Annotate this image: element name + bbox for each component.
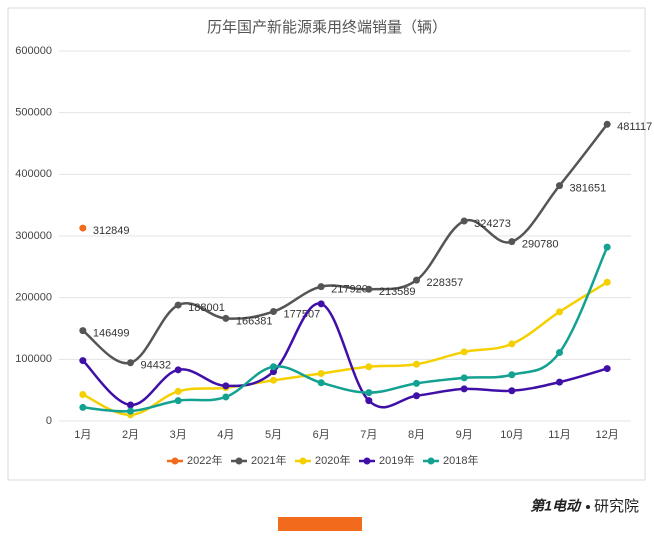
data-point — [270, 363, 277, 371]
data-point — [365, 363, 373, 371]
x-tick-label: 10月 — [500, 429, 523, 441]
data-label: 481117 — [617, 121, 652, 133]
data-label: 188001 — [188, 302, 225, 314]
data-point — [174, 301, 182, 309]
data-point — [603, 120, 611, 128]
orange-tab — [278, 517, 362, 531]
data-point — [270, 368, 277, 376]
plot: 0 100000 200000 300000 400000 500000 600000 1月 2… — [15, 45, 652, 467]
data-point — [556, 308, 563, 316]
data-point — [508, 340, 516, 348]
data-point — [317, 300, 325, 308]
x-tick-label: 5月 — [265, 429, 282, 441]
x-tick-label: 9月 — [456, 429, 473, 441]
y-tick-label: 0 — [46, 415, 52, 427]
data-point — [174, 397, 182, 405]
data-label: 177507 — [284, 308, 321, 320]
y-tick-label: 400000 — [15, 168, 52, 180]
legend-label: 2019年 — [379, 453, 414, 467]
data-point — [603, 365, 611, 373]
data-point — [79, 327, 87, 335]
data-point — [365, 389, 373, 397]
data-point — [460, 385, 468, 393]
data-point — [603, 278, 611, 286]
data-point — [79, 403, 87, 411]
data-point — [556, 182, 563, 190]
x-tick-label: 7月 — [360, 429, 377, 441]
legend-marker — [427, 457, 435, 465]
x-tick-label: 4月 — [217, 429, 234, 441]
data-point — [270, 308, 277, 316]
data-label: 217920 — [331, 284, 368, 296]
x-tick-label: 2月 — [122, 429, 139, 441]
data-point — [222, 382, 230, 390]
y-tick-label: 500000 — [15, 107, 52, 119]
data-point — [365, 397, 373, 405]
data-label: 290780 — [522, 239, 559, 251]
data-point — [508, 387, 516, 395]
brand-dot — [586, 505, 590, 509]
x-tick-label: 12月 — [596, 429, 619, 441]
x-tick-label: 6月 — [313, 429, 330, 441]
x-tick-label: 1月 — [74, 429, 91, 441]
data-point — [270, 376, 277, 384]
data-point — [413, 392, 420, 400]
data-label: 146499 — [93, 328, 130, 340]
data-label: 312849 — [93, 225, 130, 237]
data-point — [127, 407, 134, 415]
brand-suffix: 研究院 — [594, 497, 639, 515]
y-tick-label: 300000 — [15, 230, 52, 242]
chart-frame — [7, 7, 646, 481]
legend-label: 2020年 — [315, 453, 350, 467]
data-point — [222, 393, 230, 401]
legend-marker — [299, 457, 307, 465]
data-point — [174, 387, 182, 395]
data-point — [603, 243, 611, 251]
brand: 第1电动 — [530, 498, 582, 514]
data-point — [413, 276, 420, 284]
legend-marker — [171, 457, 179, 465]
data-label: 94432 — [141, 360, 172, 372]
data-point — [365, 285, 373, 293]
data-point — [127, 401, 134, 409]
data-point — [317, 370, 325, 378]
data-point — [460, 217, 468, 225]
data-point — [222, 314, 230, 322]
data-point — [79, 390, 87, 398]
chart-title: 历年国产新能源乘用终端销量（辆） — [207, 19, 447, 36]
legend-label: 2018年 — [443, 453, 478, 467]
data-label: 228357 — [427, 277, 464, 289]
data-label: 166381 — [236, 315, 273, 327]
data-point — [317, 283, 325, 291]
x-tick-label: 3月 — [170, 429, 187, 441]
y-tick-label: 200000 — [15, 292, 52, 304]
data-point — [556, 349, 563, 357]
data-point — [508, 238, 516, 246]
data-point — [413, 360, 420, 368]
legend-label: 2022年 — [187, 453, 222, 467]
data-point — [556, 378, 563, 386]
data-point — [460, 348, 468, 356]
data-point — [317, 379, 325, 387]
data-point — [79, 357, 87, 365]
series-line — [82, 123, 609, 365]
data-point — [127, 359, 134, 367]
data-label: 381651 — [570, 183, 607, 195]
data-point — [508, 371, 516, 379]
legend-marker — [235, 457, 243, 465]
data-point — [174, 366, 182, 374]
data-label: 213589 — [379, 286, 416, 298]
x-tick-label: 8月 — [408, 429, 425, 441]
data-label: 324273 — [474, 218, 511, 230]
series-line — [82, 281, 608, 417]
data-point — [79, 224, 87, 232]
y-tick-label: 600000 — [15, 45, 52, 57]
x-tick-label: 11月 — [548, 429, 570, 441]
data-point — [413, 379, 420, 387]
legend-label: 2021年 — [251, 453, 286, 467]
legend-marker — [363, 457, 371, 465]
y-tick-label: 100000 — [15, 353, 52, 365]
data-point — [460, 374, 468, 382]
